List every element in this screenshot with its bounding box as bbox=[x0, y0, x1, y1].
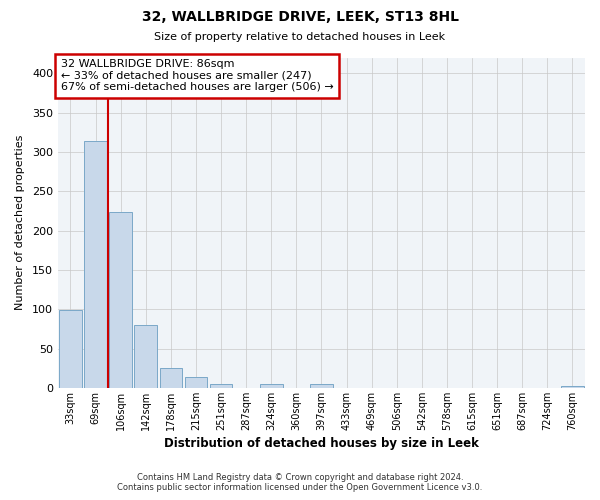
Bar bbox=[59, 310, 82, 388]
X-axis label: Distribution of detached houses by size in Leek: Distribution of detached houses by size … bbox=[164, 437, 479, 450]
Bar bbox=[160, 368, 182, 388]
Text: Contains HM Land Registry data © Crown copyright and database right 2024.
Contai: Contains HM Land Registry data © Crown c… bbox=[118, 473, 482, 492]
Bar bbox=[84, 141, 107, 388]
Bar bbox=[260, 384, 283, 388]
Bar bbox=[561, 386, 584, 388]
Text: 32 WALLBRIDGE DRIVE: 86sqm
← 33% of detached houses are smaller (247)
67% of sem: 32 WALLBRIDGE DRIVE: 86sqm ← 33% of deta… bbox=[61, 59, 334, 92]
Bar bbox=[210, 384, 232, 388]
Bar bbox=[134, 325, 157, 388]
Text: 32, WALLBRIDGE DRIVE, LEEK, ST13 8HL: 32, WALLBRIDGE DRIVE, LEEK, ST13 8HL bbox=[142, 10, 458, 24]
Text: Size of property relative to detached houses in Leek: Size of property relative to detached ho… bbox=[154, 32, 446, 42]
Bar bbox=[185, 377, 207, 388]
Bar bbox=[310, 384, 333, 388]
Bar bbox=[109, 212, 132, 388]
Y-axis label: Number of detached properties: Number of detached properties bbox=[15, 135, 25, 310]
